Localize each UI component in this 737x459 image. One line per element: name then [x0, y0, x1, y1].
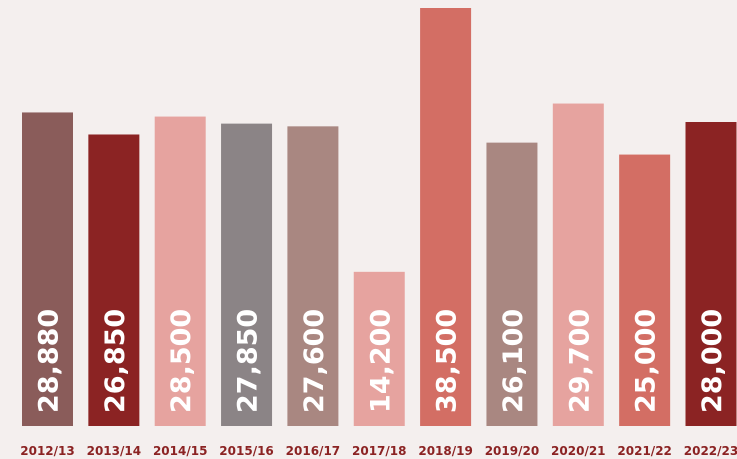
- value-label: 26,850: [100, 309, 131, 413]
- bar: [619, 154, 671, 427]
- value-label: 29,700: [564, 309, 595, 413]
- x-tick-label: 2018/19: [418, 444, 472, 458]
- x-tick-label: 2021/22: [617, 444, 671, 458]
- x-tick-label: 2014/15: [153, 444, 207, 458]
- x-tick-label: 2022/23: [684, 444, 737, 458]
- x-tick-label: 2017/18: [352, 444, 406, 458]
- value-label: 27,850: [233, 309, 264, 413]
- value-label: 28,880: [34, 309, 65, 413]
- x-tick-label: 2012/13: [20, 444, 74, 458]
- x-tick-label: 2020/21: [551, 444, 605, 458]
- bar: [22, 112, 73, 427]
- bar: [420, 8, 472, 426]
- bar: [88, 134, 140, 426]
- value-label: 38,500: [432, 309, 463, 413]
- bar: [287, 126, 339, 426]
- x-tick-label: 2016/17: [286, 444, 340, 458]
- value-label: 27,600: [299, 309, 330, 413]
- x-tick-label: 2015/16: [219, 444, 273, 458]
- bar: [685, 122, 737, 426]
- bar: [353, 271, 405, 426]
- value-label: 28,500: [166, 309, 197, 413]
- bar: [154, 116, 206, 427]
- bar: [221, 123, 273, 426]
- x-tick-label: 2019/20: [485, 444, 539, 458]
- value-label: 28,000: [697, 309, 728, 413]
- x-tick-label: 2013/14: [87, 444, 141, 458]
- bar: [552, 103, 604, 427]
- bar: [486, 142, 538, 426]
- value-label: 26,100: [498, 309, 529, 413]
- value-label: 25,000: [631, 309, 662, 413]
- value-label: 14,200: [365, 309, 396, 413]
